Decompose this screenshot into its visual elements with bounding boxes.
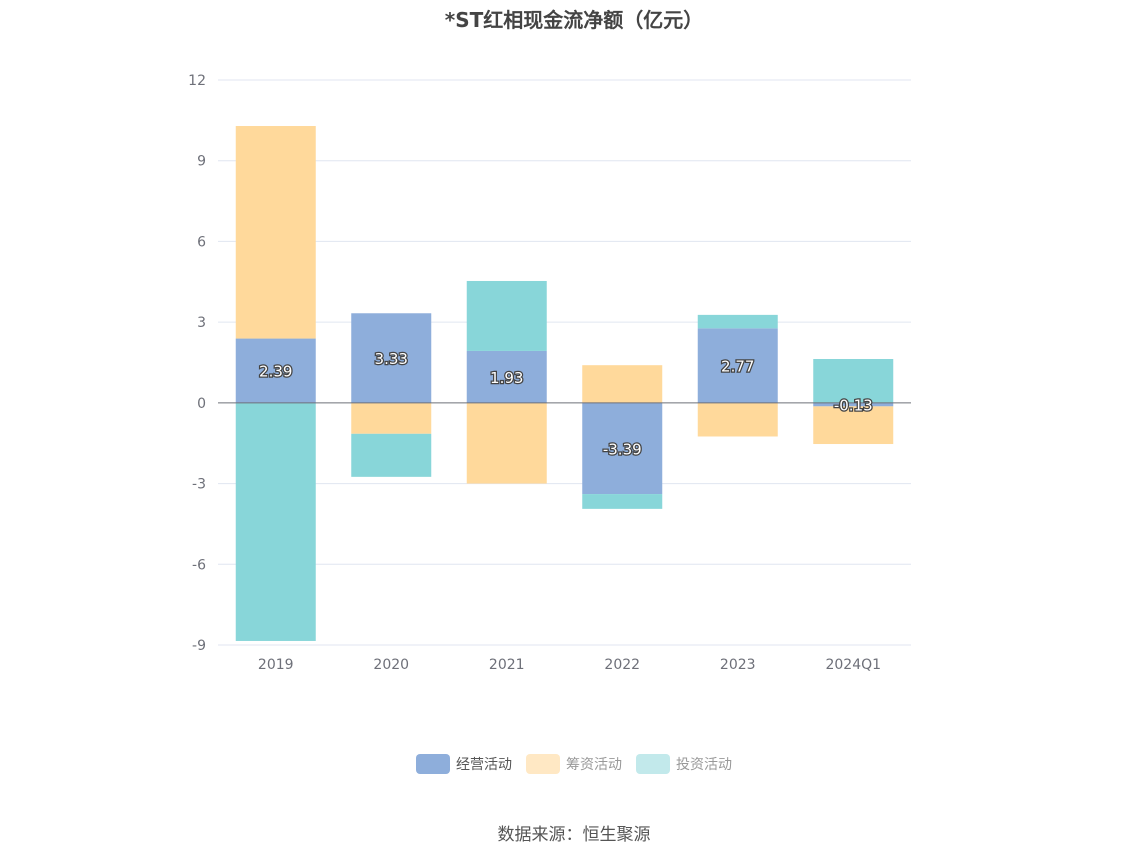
bar-operating (466, 350, 547, 403)
data-labels: 2.39 3.33 1.93 -3.39 2.77 -0.13 (258, 349, 874, 460)
data-label: 3.33 (375, 350, 408, 368)
bar-investing (351, 433, 432, 477)
y-tick-label: 3 (197, 315, 206, 331)
legend-swatch (636, 754, 670, 774)
data-label: 1.93 (490, 369, 523, 387)
bar-operating (235, 338, 316, 403)
bar-financing (235, 126, 316, 339)
bar-operating (813, 402, 894, 407)
bar-financing (582, 365, 663, 403)
y-tick-label: 6 (197, 234, 206, 250)
grid-lines (218, 79, 911, 646)
data-label: 2.39 (259, 363, 292, 381)
x-tick-label: 2019 (258, 657, 294, 673)
x-tick-label: 2022 (604, 657, 640, 673)
data-source: 数据来源：恒生聚源 (497, 825, 651, 845)
y-axis-ticks: 12 9 6 3 0 -3 -6 -9 (188, 73, 206, 654)
chart-title: *ST红相现金流净额（亿元） (444, 8, 704, 32)
legend-label: 筹资活动 (566, 757, 622, 773)
y-tick-label: -9 (192, 638, 206, 654)
legend-label: 投资活动 (676, 757, 732, 773)
bar-investing (813, 359, 894, 403)
bar-operating (697, 328, 778, 403)
data-label: -3.39 (603, 440, 642, 458)
bar-financing (697, 402, 778, 437)
bar-operating (582, 402, 663, 495)
x-tick-label: 2020 (373, 657, 409, 673)
x-tick-label: 2023 (720, 657, 756, 673)
legend-item-operating[interactable]: 经营活动 (416, 754, 512, 774)
bar-financing (813, 406, 894, 445)
bar-investing (582, 494, 663, 509)
x-axis-ticks: 2019 2020 2021 2022 2023 2024Q1 (258, 657, 881, 673)
y-tick-label: 0 (197, 396, 206, 412)
legend-swatch (416, 754, 450, 774)
y-tick-label: -6 (192, 557, 206, 573)
x-tick-label: 2024Q1 (825, 657, 881, 673)
legend: 经营活动 筹资活动 投资活动 (0, 754, 1148, 774)
legend-label: 经营活动 (456, 757, 512, 773)
legend-swatch (526, 754, 560, 774)
bar-investing (235, 402, 316, 641)
bar-financing (351, 402, 432, 434)
bar-operating (351, 313, 432, 403)
legend-item-investing[interactable]: 投资活动 (636, 754, 732, 774)
bar-investing (466, 280, 547, 351)
data-label: 2.77 (721, 358, 754, 376)
y-tick-label: 9 (197, 154, 206, 170)
y-tick-label: -3 (192, 477, 206, 493)
y-tick-label: 12 (188, 73, 206, 89)
x-tick-label: 2021 (489, 657, 525, 673)
data-label: -0.13 (834, 397, 873, 415)
legend-item-financing[interactable]: 筹资活动 (526, 754, 622, 774)
bar-investing (697, 314, 778, 329)
bar-financing (466, 402, 547, 484)
bars (235, 126, 894, 641)
